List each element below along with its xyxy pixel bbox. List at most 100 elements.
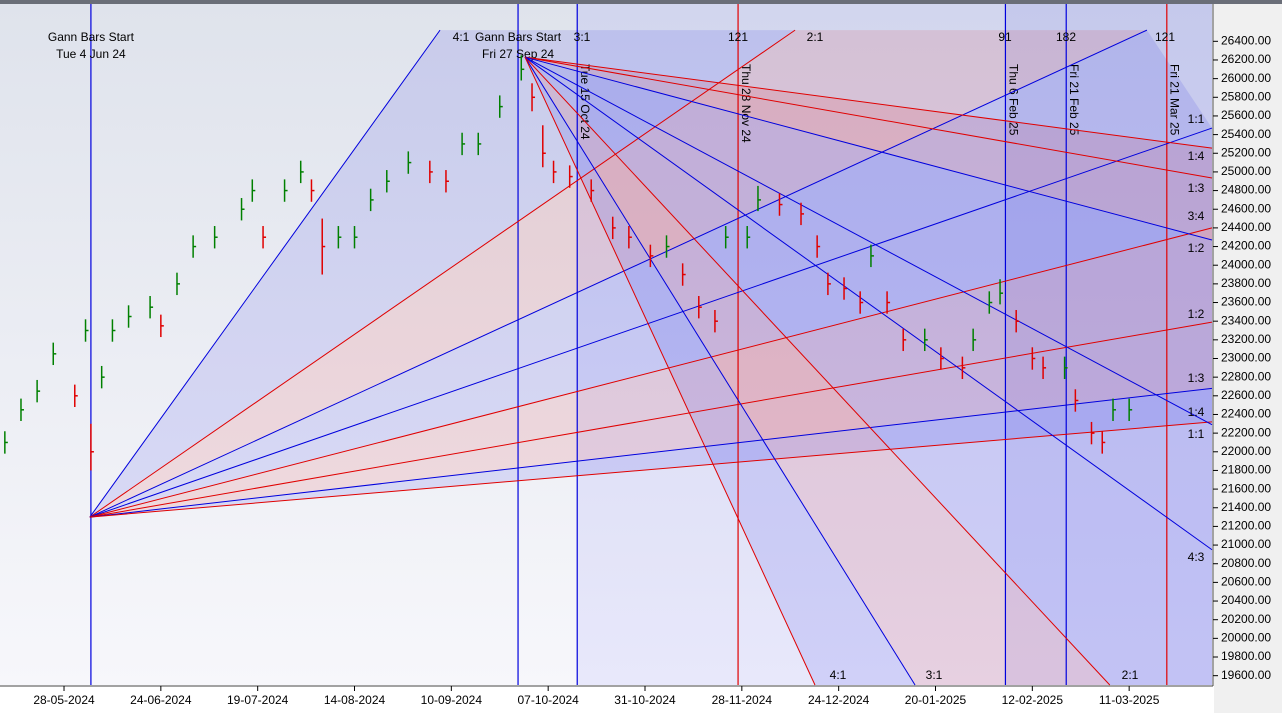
y-axis-panel xyxy=(1214,4,1282,713)
fan-ratio-label: 1:2 xyxy=(1188,241,1205,255)
y-tick-label: 23000.00 xyxy=(1221,351,1271,365)
y-tick-label: 20800.00 xyxy=(1221,556,1271,570)
fan-line xyxy=(89,421,1213,518)
y-tick-label: 21800.00 xyxy=(1221,463,1271,477)
cycle-band xyxy=(1005,4,1212,685)
y-tick-label: 22600.00 xyxy=(1221,388,1271,402)
y-tick-label: 21600.00 xyxy=(1221,481,1271,495)
y-tick-label: 25600.00 xyxy=(1221,108,1271,122)
y-tick-label: 23400.00 xyxy=(1221,313,1271,327)
fan-ratio-label: 1:3 xyxy=(1188,181,1205,195)
y-tick-label: 19600.00 xyxy=(1221,668,1271,682)
y-tick-label: 22200.00 xyxy=(1221,425,1271,439)
y-tick-label: 24600.00 xyxy=(1221,201,1271,215)
cycle-date: Fri 21 Mar 25 xyxy=(1168,64,1182,136)
y-tick-label: 23200.00 xyxy=(1221,332,1271,346)
x-tick-label: 24-12-2024 xyxy=(808,693,870,707)
y-tick-label: 21400.00 xyxy=(1221,500,1271,514)
fan-line xyxy=(89,29,1148,518)
fan-line xyxy=(89,127,1213,518)
cycle-count-label: 121 xyxy=(1155,30,1175,44)
fan-line xyxy=(524,56,916,686)
cycle-date: Thu 6 Feb 25 xyxy=(1006,64,1020,136)
y-tick-label: 22400.00 xyxy=(1221,407,1271,421)
x-tick-label: 10-09-2024 xyxy=(421,693,483,707)
x-tick-label: 20-01-2025 xyxy=(905,693,967,707)
cycle-title: Gann Bars Start xyxy=(475,30,562,44)
y-tick-label: 20000.00 xyxy=(1221,631,1271,645)
fan-ratio-label: 4:1 xyxy=(453,30,470,44)
y-tick-label: 24200.00 xyxy=(1221,239,1271,253)
fan-ratio-label: 1:4 xyxy=(1188,149,1205,163)
x-tick-label: 12-02-2025 xyxy=(1002,693,1064,707)
x-tick-label: 28-11-2024 xyxy=(712,693,773,707)
y-tick-label: 26200.00 xyxy=(1221,52,1271,66)
fan-ratio-label: 1:2 xyxy=(1188,307,1205,321)
cycle-date: Tue 4 Jun 24 xyxy=(56,47,126,61)
y-tick-label: 22800.00 xyxy=(1221,369,1271,383)
y-tick-label: 21000.00 xyxy=(1221,537,1271,551)
y-tick-label: 19800.00 xyxy=(1221,649,1271,663)
fan-line xyxy=(524,56,1213,179)
fan-line xyxy=(524,56,1213,241)
x-tick-label: 31-10-2024 xyxy=(614,693,676,707)
cycle-date: Fri 21 Feb 25 xyxy=(1067,64,1081,136)
x-tick-label: 07-10-2024 xyxy=(517,693,579,707)
x-tick-label: 24-06-2024 xyxy=(130,693,192,707)
y-tick-label: 21200.00 xyxy=(1221,519,1271,533)
y-tick-label: 20200.00 xyxy=(1221,612,1271,626)
fan-ratio-label: 3:4 xyxy=(1188,209,1205,223)
fan-line xyxy=(89,227,1213,518)
fan-line xyxy=(524,56,1213,551)
y-tick-label: 23600.00 xyxy=(1221,295,1271,309)
fan-ratio-label: 1:4 xyxy=(1188,405,1205,419)
fan-line xyxy=(89,29,796,518)
fan-ratio-label: 2:1 xyxy=(807,30,824,44)
fan-ratio-label: 3:1 xyxy=(926,668,943,682)
fan-line xyxy=(89,387,1213,518)
fan-ratio-label: 1:3 xyxy=(1188,371,1205,385)
fan-line xyxy=(89,321,1213,518)
fan-line xyxy=(524,56,1213,149)
cycle-count-label: 121 xyxy=(728,30,748,44)
y-tick-label: 20400.00 xyxy=(1221,593,1271,607)
top-border xyxy=(0,0,1282,4)
cycle-date: Thu 28 Nov 24 xyxy=(739,64,753,143)
cycle-date: Tue 15 Oct 24 xyxy=(578,64,592,140)
x-tick-label: 19-07-2024 xyxy=(227,693,289,707)
fan-ratio-label: 2:1 xyxy=(1122,668,1139,682)
x-tick-label: 14-08-2024 xyxy=(324,693,386,707)
cycle-count-label: 91 xyxy=(998,30,1012,44)
y-tick-label: 24000.00 xyxy=(1221,257,1271,271)
y-tick-label: 26400.00 xyxy=(1221,33,1271,47)
y-tick-label: 22000.00 xyxy=(1221,444,1271,458)
fan-line xyxy=(524,56,1213,426)
y-tick-label: 26000.00 xyxy=(1221,71,1271,85)
y-tick-label: 25400.00 xyxy=(1221,127,1271,141)
x-tick-label: 11-03-2025 xyxy=(1099,693,1160,707)
fan-ratio-label: 4:3 xyxy=(1188,550,1205,564)
plot-area xyxy=(0,4,1212,685)
y-tick-label: 24400.00 xyxy=(1221,220,1271,234)
fan-ratio-label: 1:1 xyxy=(1188,112,1205,126)
y-tick-label: 20600.00 xyxy=(1221,575,1271,589)
cycle-title: Gann Bars Start xyxy=(48,30,135,44)
y-tick-label: 25200.00 xyxy=(1221,145,1271,159)
fan-wedge xyxy=(89,30,1213,518)
fan-ratio-label: 4:1 xyxy=(830,668,847,682)
x-tick-label: 28-05-2024 xyxy=(33,693,95,707)
fan-line xyxy=(524,56,1111,686)
y-tick-label: 23800.00 xyxy=(1221,276,1271,290)
fan-ratio-label: 3:1 xyxy=(574,30,591,44)
cycle-band xyxy=(577,4,1212,685)
cycle-date: Fri 27 Sep 24 xyxy=(482,47,554,61)
fan-line xyxy=(524,56,816,686)
cycle-count-label: 182 xyxy=(1056,30,1076,44)
fan-wedge xyxy=(525,57,1212,686)
fan-ratio-label: 1:1 xyxy=(1188,427,1205,441)
y-tick-label: 24800.00 xyxy=(1221,183,1271,197)
y-tick-label: 25000.00 xyxy=(1221,164,1271,178)
fan-line xyxy=(89,29,441,518)
